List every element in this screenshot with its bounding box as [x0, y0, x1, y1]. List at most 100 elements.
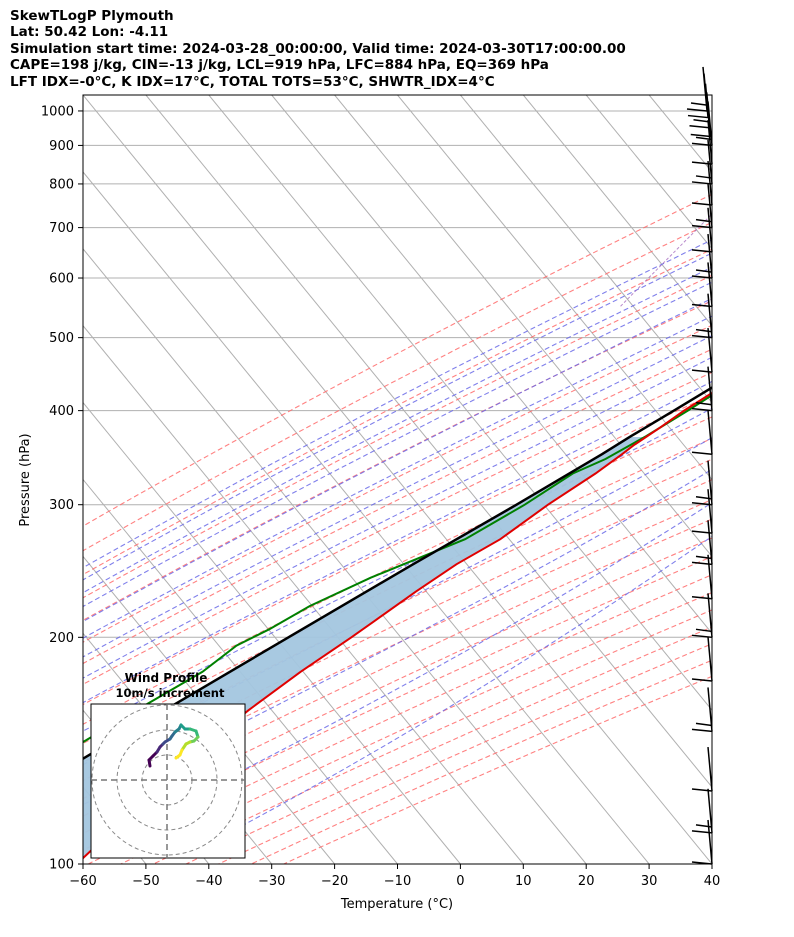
dry-adiabat	[83, 300, 712, 621]
dry-adiabat	[153, 609, 712, 864]
hodograph-trace	[174, 753, 182, 760]
wind-barb-flag	[695, 136, 712, 141]
dry-adiabat	[185, 626, 712, 864]
wind-barb-staff	[707, 101, 713, 146]
isotherm	[208, 95, 712, 711]
x-tick-label: −50	[132, 874, 159, 889]
x-tick-label: 20	[578, 874, 595, 889]
wind-barb-staff	[707, 687, 713, 732]
wind-barb-staff	[707, 554, 713, 599]
hodograph-subtitle: 10m/s increment	[116, 686, 225, 700]
wind-barb-flag	[695, 722, 712, 727]
y-tick-label: 1000	[41, 104, 74, 119]
wind-barbs	[686, 66, 713, 865]
isotherm	[83, 95, 712, 864]
x-tick-label: −10	[384, 874, 411, 889]
isotherm	[711, 95, 712, 96]
x-tick-label: −40	[195, 874, 222, 889]
wind-barb-flag	[695, 628, 712, 633]
wind-barb	[691, 746, 713, 792]
dry-adiabat	[83, 537, 712, 835]
hodograph-inset: Wind Profile 10m/s increment	[90, 671, 246, 859]
moist-adiabat	[83, 356, 712, 679]
moist-adiabat	[83, 239, 712, 569]
dry-adiabat	[83, 371, 712, 685]
dry-adiabat	[120, 591, 712, 864]
y-tick-label: 300	[49, 498, 74, 513]
wind-barb-flag	[691, 788, 713, 792]
hodograph-title: Wind Profile	[125, 671, 208, 685]
x-axis-label: Temperature (°C)	[340, 897, 453, 912]
dry-adiabat	[83, 274, 712, 599]
wind-barb-flag	[691, 202, 713, 206]
stability-indices: LFT IDX=-0°C, K IDX=17°C, TOTAL TOTS=53°…	[10, 73, 495, 90]
station-coordinates: Lat: 50.42 Lon: -4.11	[10, 24, 169, 41]
wind-barb-flag	[691, 451, 713, 456]
y-axis-label: Pressure (hPa)	[18, 433, 33, 526]
y-tick-label: 800	[49, 177, 74, 192]
axis-ticks: −60 −50 −40 −30 −20 −10 0 10 20 30 40 1000 900 800 700…	[41, 104, 720, 889]
wind-barb-staff	[707, 160, 713, 206]
y-tick-label: 700	[49, 221, 74, 236]
wind-barb-flag	[693, 118, 709, 123]
wind-barb-staff	[707, 328, 713, 373]
y-tick-label: 500	[49, 331, 74, 346]
wind-barb-flag	[690, 102, 707, 106]
wind-barb-flag	[691, 678, 713, 682]
dry-adiabat	[83, 193, 712, 527]
isotherm	[83, 248, 587, 864]
isotherm	[83, 324, 524, 864]
wind-barb-staff	[707, 593, 713, 638]
parcel-line	[83, 386, 712, 761]
isotherm	[83, 863, 84, 864]
wind-barb	[691, 819, 713, 865]
wind-barb	[686, 66, 708, 112]
mixing-ratio-line	[703, 297, 712, 307]
x-tick-label: −30	[258, 874, 285, 889]
dry-adiabat	[83, 248, 712, 576]
chart-title: SkewTLogP Plymouth	[10, 8, 174, 24]
dewpoint-line	[83, 393, 712, 744]
wind-barb-staff	[707, 410, 713, 455]
wind-barb-staff	[707, 183, 713, 228]
y-tick-label: 200	[49, 631, 74, 646]
wind-barb-staff	[707, 746, 713, 792]
wind-barb-flag	[690, 133, 711, 138]
wind-barb	[691, 207, 713, 253]
wind-barb-flag	[695, 401, 712, 406]
isotherm	[648, 95, 712, 173]
x-tick-label: 30	[641, 874, 658, 889]
dry-adiabat	[283, 675, 712, 864]
dry-adiabat	[250, 659, 712, 864]
wind-barb-flag	[686, 108, 708, 112]
chart-header: SkewTLogP Plymouth Lat: 50.42 Lon: -4.11…	[10, 8, 626, 90]
wind-barb-flag	[691, 728, 713, 733]
wind-barb-flag	[691, 249, 713, 253]
y-tick-label: 400	[49, 404, 74, 419]
moist-adiabat	[83, 334, 712, 658]
moist-adiabat	[83, 252, 712, 581]
wind-barb-staff	[707, 139, 713, 185]
mixing-ratio-line	[619, 213, 712, 307]
y-tick-label: 900	[49, 139, 74, 154]
y-tick-label: 100	[49, 858, 74, 873]
x-tick-label: 40	[704, 874, 721, 889]
isotherm	[460, 95, 712, 404]
wind-barb-staff	[707, 636, 713, 682]
isotherm	[334, 95, 712, 558]
moist-adiabat	[109, 501, 712, 840]
wind-barb-flag	[691, 224, 713, 229]
dry-adiabat	[83, 324, 712, 643]
wind-barb-staff	[707, 460, 713, 505]
isotherm	[83, 401, 461, 864]
wind-barb-flag	[689, 124, 710, 129]
moist-adiabat	[83, 437, 712, 766]
wind-barb-staff	[707, 293, 713, 338]
x-tick-label: 10	[515, 874, 532, 889]
wind-barb-staff	[707, 233, 713, 279]
isotherm	[522, 95, 712, 327]
wind-barb-staff	[707, 819, 713, 865]
mixing-ratio-line	[765, 95, 794, 307]
wind-barb	[691, 687, 713, 733]
